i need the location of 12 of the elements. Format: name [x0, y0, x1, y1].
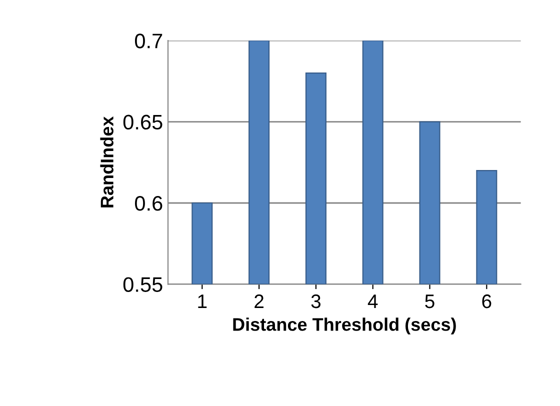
y-tick-label: 0.7	[134, 34, 162, 48]
x-axis-title: Distance Threshold (secs)	[233, 318, 456, 334]
y-tick-label: 0.55	[123, 277, 162, 292]
x-tick-label: 2	[254, 294, 264, 308]
y-axis-title: RandIndex	[100, 116, 114, 208]
x-tick-label: 1	[198, 294, 207, 308]
x-tick-label: 6	[482, 294, 492, 308]
x-tick-label: 3	[311, 294, 320, 308]
x-tick-label: 4	[368, 294, 378, 308]
x-tick-label: 5	[425, 294, 434, 308]
y-tick-label: 0.6	[134, 196, 162, 211]
y-tick-label: 0.65	[123, 114, 162, 130]
